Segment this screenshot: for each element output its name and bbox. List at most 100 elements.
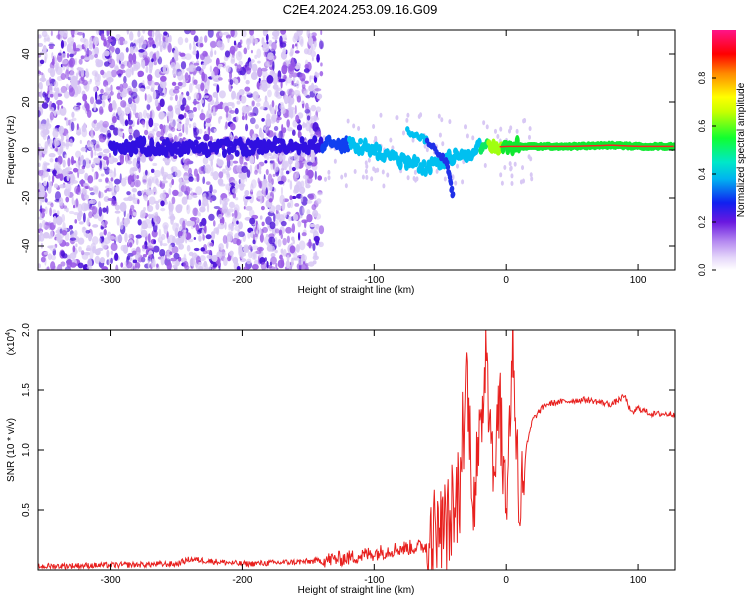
spectrogram-dot: [66, 173, 70, 182]
spectrogram-dot: [207, 30, 214, 38]
spectrogram-dot: [261, 37, 265, 46]
spectrogram-dot: [234, 63, 238, 67]
snr-xtick-label: -300: [101, 575, 121, 586]
spectrogram-dot: [113, 167, 116, 178]
spectrogram-dot: [346, 118, 350, 124]
spectrogram-dot: [146, 93, 152, 104]
spectrogram-dot: [39, 123, 47, 130]
spectrogram-dot: [89, 96, 95, 105]
spectrogram-dot: [132, 250, 137, 256]
spectrogram-dot: [195, 186, 203, 196]
spectrogram-dot: [64, 242, 70, 247]
spectrogram-dot: [310, 50, 317, 58]
spectrogram-dot: [163, 174, 168, 178]
spectrogram-dot: [99, 109, 104, 114]
spectrogram-dot: [107, 197, 114, 202]
spectrogram-dot: [127, 196, 134, 202]
spectrogram-dot: [289, 198, 294, 209]
colorbar-tick-label: 0.0: [697, 264, 707, 277]
spectrogram-dot: [150, 168, 155, 173]
spectrogram-dot: [87, 232, 93, 242]
spectrogram-dot: [183, 112, 187, 119]
spectrogram-dot: [165, 36, 170, 47]
spectrogram-dot: [43, 251, 49, 256]
spectrogram-dot: [222, 234, 228, 244]
spectrogram-dot: [116, 54, 120, 64]
spectrogram-dot: [89, 36, 93, 46]
spectrogram-dot: [251, 100, 255, 107]
spectrogram-dot: [78, 105, 81, 110]
spectrogram-dot: [461, 179, 465, 185]
spectrogram-dot: [160, 207, 166, 212]
spectrogram-dot: [127, 119, 134, 125]
spectrogram-dot: [66, 52, 70, 59]
spectrogram-dot: [152, 187, 157, 193]
spectrogram-dot: [174, 169, 182, 178]
snr-series-line: [38, 330, 675, 570]
spectrogram-dot: [419, 112, 423, 118]
spectrogram-dot: [69, 252, 77, 260]
signal-branch-point: [448, 180, 454, 187]
spectrogram-dot: [98, 237, 102, 244]
spectrogram-dot: [259, 215, 263, 220]
spectrogram-dot: [285, 170, 290, 175]
snr-ytick-label: 2.0: [21, 323, 32, 337]
spectrogram-dot: [203, 95, 209, 99]
spectrogram-dot: [107, 38, 113, 43]
snr-frame: [37, 329, 676, 571]
spectrogram-scatter: [38, 30, 534, 270]
spectrogram-dot: [234, 78, 239, 86]
spectrogram-dot: [179, 235, 183, 240]
spectrogram-dot: [53, 91, 59, 101]
spectrogram-dot: [150, 80, 155, 90]
spectrogram-dot: [76, 123, 79, 131]
spectrogram-dot: [145, 169, 148, 176]
spectrogram-xlabel: Height of straight line (km): [298, 285, 415, 296]
spectrogram-dot: [303, 90, 308, 97]
spectrogram-dot: [289, 180, 293, 190]
spectrogram-dot: [98, 190, 101, 199]
signal-branch-point: [445, 159, 450, 166]
spectrogram-dot: [280, 30, 287, 35]
spectrogram-dot: [236, 100, 241, 105]
spectrogram-dot: [509, 165, 513, 171]
spectrogram-dot: [94, 53, 99, 59]
spectrogram-dot: [265, 33, 269, 42]
spectrogram-dot: [206, 110, 210, 118]
spectrogram-dot: [153, 245, 160, 253]
spectrogram-dot: [295, 114, 300, 123]
spectrogram-dot: [273, 125, 279, 131]
spectrogram-dot: [243, 266, 249, 270]
spectrogram-dot: [193, 62, 200, 66]
spectrogram-dot: [152, 90, 157, 100]
spectrogram-dot: [78, 246, 82, 253]
spectrogram-dot: [159, 192, 167, 200]
spectrogram-dot: [81, 187, 86, 194]
spectrogram-dot: [147, 233, 151, 243]
spectrogram-dot: [48, 181, 53, 190]
spectrogram-dot: [195, 223, 200, 232]
spectrogram-dot: [84, 100, 88, 109]
spectrogram-dot: [59, 145, 64, 154]
spectrogram-dot: [315, 72, 320, 78]
spectrogram-dot: [78, 168, 85, 175]
spectrogram-dot: [110, 84, 113, 93]
spectrogram-dot: [51, 52, 54, 60]
spectrogram-dot: [89, 78, 93, 83]
colorbar-tick-label: 0.6: [697, 120, 707, 133]
spectrogram-dot: [365, 174, 369, 180]
spectrogram-dot: [293, 89, 301, 96]
spectrogram-dot: [110, 177, 114, 182]
spectrogram-dot: [239, 155, 244, 165]
spectrogram-dot: [75, 150, 82, 158]
spectrogram-dot: [78, 221, 84, 225]
spectrogram-dot: [279, 194, 285, 205]
spectrogram-dot: [244, 86, 251, 92]
spectrogram-dot: [93, 102, 97, 112]
spectrogram-dot: [82, 79, 88, 86]
snr-ytick-label: 1.5: [21, 383, 32, 397]
spectrogram-dot: [125, 47, 129, 53]
spectrogram-dot: [58, 52, 62, 56]
spectrogram-dot: [64, 154, 67, 159]
spectrogram-dot: [142, 254, 147, 258]
